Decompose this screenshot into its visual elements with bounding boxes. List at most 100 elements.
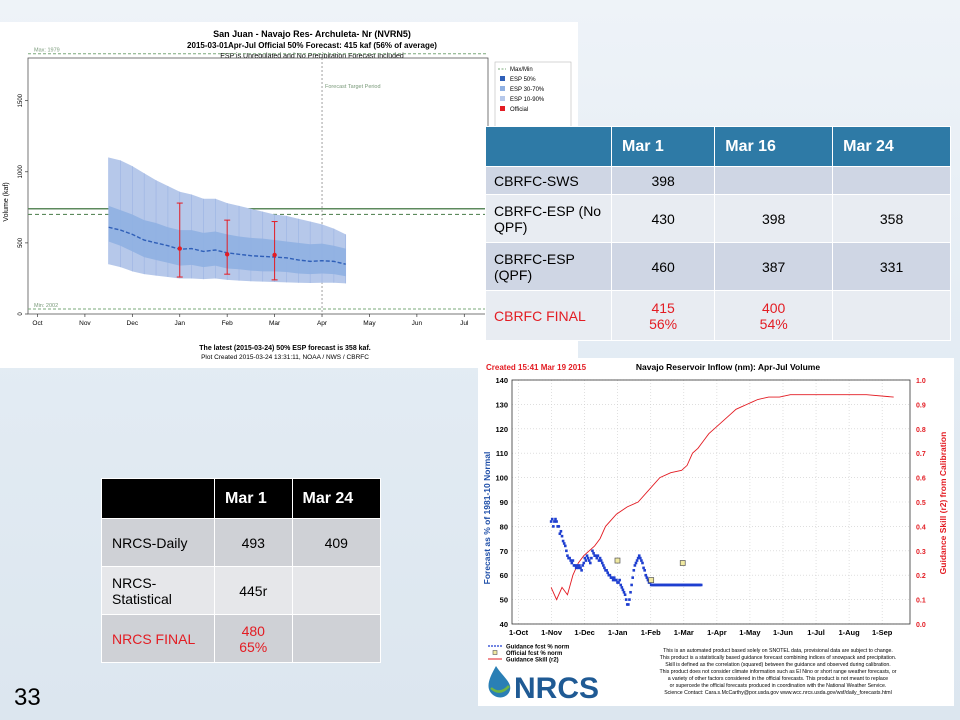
y-tick-label: 50 [500, 596, 508, 605]
guidance-point [569, 559, 573, 562]
guidance-point [579, 566, 582, 570]
table-cell: 331 [832, 242, 951, 291]
x-tick-label: Jun [412, 320, 423, 327]
y2-tick-label: 0.2 [916, 573, 926, 580]
nrcs-logo-text: NRCS [514, 672, 599, 705]
x-tick-label: May [363, 320, 376, 327]
x-tick-label: 1-May [739, 628, 761, 637]
guidance-point [552, 525, 555, 528]
legend-swatch [500, 96, 505, 101]
guidance-point [610, 576, 614, 579]
chart1-footer2: Plot Created 2015-03-24 13:31:11, NOAA /… [201, 354, 369, 361]
guidance-point [573, 564, 577, 567]
y-tick-label: 60 [500, 571, 508, 580]
guidance-point [599, 559, 603, 562]
guidance-point [631, 576, 635, 579]
y2-tick-label: 0.1 [916, 598, 926, 605]
x-tick-label: 1-Jan [608, 628, 628, 637]
table-cell: 398 [610, 166, 716, 195]
official-point [224, 252, 230, 257]
nrcs-logo: NRCS [488, 666, 599, 705]
forecast-period-label: Forecast Target Period [325, 84, 381, 90]
guidance-point [571, 559, 575, 562]
chart1-title: San Juan - Navajo Res- Archuleta- Nr (NV… [213, 29, 411, 39]
chart1-plot-area: 0 500 1000 1500 Oct Nov Dec Jan Feb Mar Apr May Jun J… [18, 48, 572, 327]
table-cell: NRCS-Statistical [101, 566, 215, 615]
guidance-point [584, 559, 588, 562]
cbrfc-header-mar24: Mar 24 [832, 126, 951, 167]
table-cell [291, 614, 381, 663]
skill-line [550, 394, 894, 601]
table-cell: 409 [291, 518, 381, 567]
esp-plot-svg: San Juan - Navajo Res- Archuleta- Nr (NV… [3, 29, 572, 361]
y2-tick-label: 0.5 [916, 500, 926, 507]
guidance-point [595, 556, 599, 560]
x-tick-label: Mar [269, 320, 281, 327]
guidance-point [568, 556, 571, 560]
x-tick-label: Oct [32, 320, 42, 327]
chart2-footnote: This is an automated product based solel… [659, 648, 896, 696]
y-tick-label: 140 [495, 376, 508, 385]
guidance-point [586, 556, 590, 560]
legend-swatch [500, 106, 505, 111]
guidance-point [699, 583, 703, 587]
cbrfc-header-mar1: Mar 1 [610, 126, 716, 167]
table-cell: 460 [610, 242, 716, 291]
guidance-point [555, 520, 558, 523]
y-tick-label: 0 [18, 312, 24, 316]
guidance-point [562, 542, 566, 545]
chart1-footer1: The latest (2015-03-24) 50% ESP forecast… [199, 345, 371, 352]
guidance-point [581, 564, 584, 567]
y-tick-label: 130 [495, 400, 508, 409]
guidance-point [630, 583, 633, 587]
guidance-point [645, 576, 649, 579]
guidance-point [557, 525, 561, 528]
guidance-point [591, 549, 594, 553]
plot-frame [511, 379, 911, 625]
x-tick-label: Nov [79, 320, 91, 327]
table-cell: 480 65% [214, 614, 293, 663]
nrcs-header-mar24: Mar 24 [291, 478, 381, 519]
y-tick-label: 500 [18, 237, 24, 248]
guidance-point [549, 520, 553, 523]
guidance-point [580, 569, 583, 572]
nrcs-plot-svg: Created 15:41 Mar 19 2015 Navajo Reservo… [482, 362, 948, 705]
y-tick-label: 70 [500, 547, 508, 556]
legend-label: ESP 10-90% [510, 97, 545, 103]
guidance-point [558, 532, 562, 536]
y-tick-label: 100 [495, 474, 508, 483]
table-row: NRCS-Statistical 445r [101, 566, 381, 615]
guidance-point [587, 559, 591, 562]
legend-label: Max/Min [510, 67, 533, 73]
chart2-y2label: Guidance Skill (r2) from Calibration [938, 432, 948, 575]
guidance-point [628, 598, 631, 601]
footnote-line: Skill is defined as the correlation (squ… [665, 662, 891, 668]
guidance-point [634, 561, 638, 565]
slide-number: 33 [14, 684, 41, 711]
legend-swatch [492, 650, 498, 655]
guidance-point [605, 569, 608, 572]
y2-tick-label: 0.0 [916, 622, 926, 629]
legend-label: Official [510, 107, 528, 113]
water-drop-icon [490, 685, 510, 693]
y2-tick-label: 1.0 [916, 378, 926, 385]
y-tick-label: 120 [495, 425, 508, 434]
guidance-point [620, 586, 624, 589]
table-cell: NRCS-Daily [101, 518, 215, 567]
guidance-point [632, 569, 636, 572]
y2-tick-label: 0.3 [916, 549, 926, 556]
official-point [614, 557, 621, 564]
guidance-point [633, 564, 637, 567]
table-cell [714, 166, 834, 195]
guidance-point [641, 561, 644, 565]
table-cell: 387 [714, 242, 834, 291]
legend-box [494, 61, 572, 139]
x-tick-label: Apr [317, 320, 328, 327]
guidance-point [639, 556, 642, 560]
guidance-point [635, 559, 639, 562]
guidance-point [642, 566, 645, 570]
x-tick-label: 1-Apr [707, 628, 727, 637]
footnote-line: This is an automated product based solel… [663, 648, 893, 654]
table-cell: CBRFC-SWS [485, 166, 612, 195]
guidance-point [585, 554, 589, 557]
